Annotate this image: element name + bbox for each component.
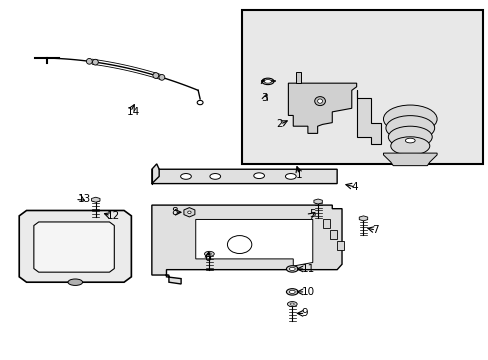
- Text: 8: 8: [171, 207, 178, 217]
- Ellipse shape: [204, 251, 214, 256]
- Ellipse shape: [159, 75, 164, 80]
- Ellipse shape: [390, 137, 429, 155]
- Ellipse shape: [383, 105, 436, 133]
- Ellipse shape: [286, 266, 298, 272]
- Ellipse shape: [253, 173, 264, 179]
- Ellipse shape: [314, 96, 325, 105]
- Text: 12: 12: [107, 211, 120, 221]
- Ellipse shape: [387, 126, 431, 148]
- Ellipse shape: [261, 78, 273, 85]
- Text: 7: 7: [371, 225, 378, 235]
- Ellipse shape: [264, 80, 271, 83]
- Ellipse shape: [207, 253, 211, 255]
- Text: 13: 13: [78, 194, 91, 204]
- Ellipse shape: [86, 58, 92, 64]
- Text: 9: 9: [301, 309, 307, 318]
- Ellipse shape: [92, 59, 98, 65]
- Text: 5: 5: [308, 209, 315, 219]
- Ellipse shape: [290, 303, 294, 305]
- Ellipse shape: [405, 138, 414, 143]
- Polygon shape: [34, 222, 114, 272]
- Ellipse shape: [317, 99, 322, 103]
- Ellipse shape: [289, 267, 295, 271]
- Polygon shape: [329, 230, 336, 239]
- Polygon shape: [322, 220, 329, 228]
- Polygon shape: [356, 90, 380, 144]
- Ellipse shape: [286, 289, 298, 295]
- Text: 3: 3: [261, 93, 267, 103]
- Polygon shape: [383, 153, 436, 166]
- Ellipse shape: [285, 174, 296, 179]
- Polygon shape: [288, 83, 356, 134]
- Ellipse shape: [187, 211, 191, 213]
- Text: 10: 10: [301, 287, 314, 297]
- Ellipse shape: [289, 290, 295, 293]
- Polygon shape: [183, 208, 195, 217]
- Text: 2: 2: [276, 120, 282, 129]
- Polygon shape: [152, 205, 341, 284]
- Polygon shape: [152, 164, 336, 184]
- Polygon shape: [91, 197, 100, 202]
- Polygon shape: [19, 211, 131, 282]
- Polygon shape: [313, 199, 322, 204]
- Ellipse shape: [153, 73, 159, 78]
- Text: 11: 11: [301, 264, 314, 274]
- Ellipse shape: [180, 174, 191, 179]
- Ellipse shape: [385, 116, 434, 140]
- Polygon shape: [195, 220, 312, 266]
- Ellipse shape: [209, 174, 220, 179]
- Text: 14: 14: [126, 107, 140, 117]
- Polygon shape: [295, 72, 300, 83]
- Ellipse shape: [227, 235, 251, 253]
- Polygon shape: [359, 216, 367, 221]
- Text: 4: 4: [351, 182, 358, 192]
- Ellipse shape: [68, 279, 82, 285]
- Text: 6: 6: [203, 253, 210, 263]
- Polygon shape: [336, 241, 344, 250]
- Ellipse shape: [287, 302, 297, 307]
- Bar: [242, 10, 483, 164]
- Text: 1: 1: [295, 170, 302, 180]
